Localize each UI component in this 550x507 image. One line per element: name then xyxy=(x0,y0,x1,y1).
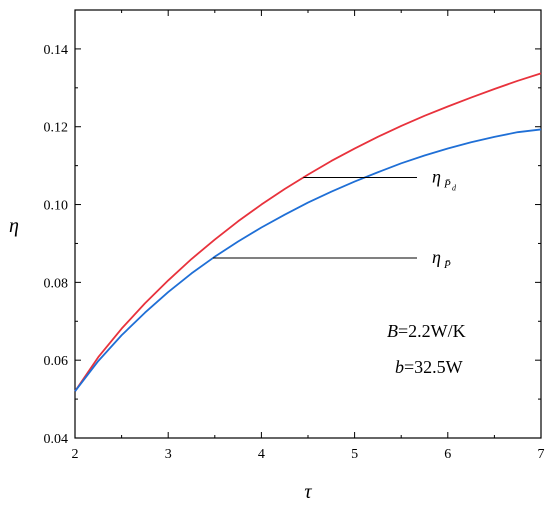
y-tick-label: 0.08 xyxy=(44,276,69,291)
y-tick-label: 0.10 xyxy=(44,199,69,214)
y-axis-title: η xyxy=(9,215,19,237)
param-b-upper-value: =2.2W/K xyxy=(398,321,466,341)
x-tick-label: 4 xyxy=(258,447,265,462)
annotation-label-1: η xyxy=(432,247,441,267)
plot-frame xyxy=(74,9,542,439)
y-tick-label: 0.06 xyxy=(44,354,69,369)
annotations: η P̄ dη P̄ xyxy=(212,166,457,271)
param-b-lower: b=32.5W xyxy=(395,357,463,377)
param-b-lower-symbol: b xyxy=(395,357,404,377)
annotation-subscript-1: P̄ xyxy=(443,259,451,271)
annotation-subsubscript-0: d xyxy=(452,183,457,192)
y-tick-label: 0.12 xyxy=(44,121,69,136)
series-line-0 xyxy=(74,72,542,392)
y-tick-label: 0.14 xyxy=(44,43,69,58)
series-line-1 xyxy=(74,128,542,392)
annotation-label-0: η xyxy=(432,166,441,186)
axis-tick-labels: 2 3 4 5 6 7 0.04 0.06 0.08 0.10 0.12 0.14 xyxy=(44,43,545,462)
axis-ticks xyxy=(74,9,542,439)
x-tick-label: 5 xyxy=(351,447,358,462)
param-b-upper: B=2.2W/K xyxy=(387,321,466,341)
x-tick-label: 6 xyxy=(444,447,451,462)
x-tick-label: 3 xyxy=(165,447,172,462)
annotation-subscript-0: P̄ xyxy=(443,178,451,190)
param-b-lower-value: =32.5W xyxy=(404,357,463,377)
x-axis-title: τ xyxy=(304,481,312,503)
x-tick-label: 7 xyxy=(538,447,545,462)
x-tick-label: 2 xyxy=(72,447,79,462)
series-lines xyxy=(74,72,542,392)
y-tick-label: 0.04 xyxy=(44,432,69,447)
param-b-upper-symbol: B xyxy=(387,321,398,341)
